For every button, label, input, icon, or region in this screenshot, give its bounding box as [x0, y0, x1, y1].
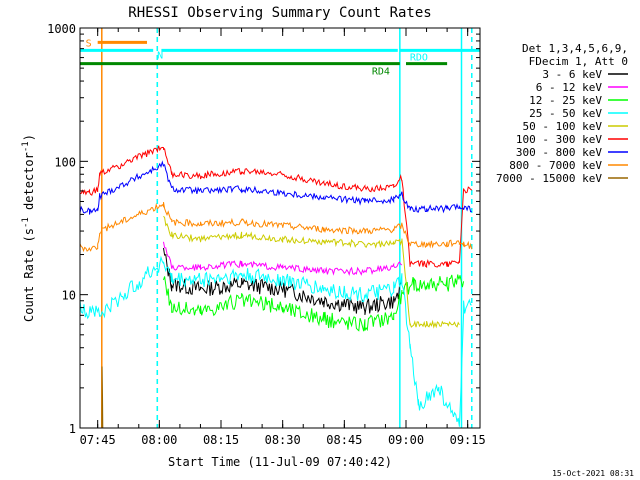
y-tick-label: 1000 — [47, 22, 76, 36]
y-axis-label: Count Rate (s-1 detector-1) — [21, 134, 36, 322]
x-tick-label: 08:45 — [326, 433, 362, 447]
x-tick-label: 09:00 — [388, 433, 424, 447]
legend-entry-label: 6 - 12 keV — [536, 81, 603, 94]
footer-timestamp: 15-Oct-2021 08:31 — [552, 469, 634, 478]
series-line — [163, 274, 465, 332]
chart-title: RHESSI Observing Summary Count Rates — [128, 5, 431, 21]
series-line — [163, 241, 403, 276]
state-bar-label: RD4 — [372, 67, 390, 78]
series-line — [79, 160, 472, 215]
plot-area: S N RDO RD4 — [79, 28, 480, 428]
y-tick-label: 100 — [54, 155, 76, 169]
legend-entry-label: 25 - 50 keV — [529, 107, 602, 120]
x-axis-ticks: 07:45 08:00 08:15 08:30 08:45 09:00 09:15 — [80, 28, 486, 447]
y-axis-ticks: 1 10 100 1000 — [47, 22, 480, 436]
legend-header: Det 1,3,4,5,6,9, — [522, 42, 628, 55]
state-bar-label: N — [157, 50, 163, 61]
legend-entry-label: 50 - 100 keV — [523, 120, 603, 133]
x-tick-label: 09:15 — [450, 433, 486, 447]
legend-entry-label: 7000 - 15000 keV — [496, 172, 602, 185]
y-axis-label-mid: detector — [22, 152, 36, 217]
x-tick-label: 08:30 — [265, 433, 301, 447]
y-axis-label-end: ) — [22, 134, 36, 141]
legend: Det 1,3,4,5,6,9,FDecim 1, Att 03 - 6 keV… — [496, 42, 628, 185]
legend-header: FDecim 1, Att 0 — [529, 55, 628, 68]
state-bar-label: RDO — [410, 52, 428, 63]
series-line — [79, 145, 473, 268]
series-line — [79, 202, 473, 253]
legend-entry-label: 800 - 7000 keV — [509, 159, 602, 172]
legend-entry-label: 100 - 300 keV — [516, 133, 602, 146]
y-axis-label-sup1: -1 — [21, 217, 31, 228]
x-axis-label: Start Time (11-Jul-09 07:40:42) — [168, 455, 392, 469]
state-bar-label: S — [86, 38, 92, 49]
plot-frame — [79, 27, 481, 429]
y-tick-label: 10 — [62, 289, 76, 303]
x-tick-label: 08:00 — [141, 433, 177, 447]
y-axis-label-sup2: -1 — [21, 141, 31, 152]
legend-entry-label: 300 - 800 keV — [516, 146, 602, 159]
series-line — [163, 215, 460, 329]
x-tick-label: 07:45 — [80, 433, 116, 447]
x-tick-label: 08:15 — [203, 433, 239, 447]
series-line — [79, 255, 472, 427]
series-line — [101, 366, 104, 428]
series-line — [163, 247, 402, 315]
legend-entry-label: 12 - 25 keV — [529, 94, 602, 107]
y-axis-label-main: Count Rate (s — [22, 228, 36, 322]
y-tick-label: 1 — [69, 422, 76, 436]
legend-entry-label: 3 - 6 keV — [542, 68, 602, 81]
